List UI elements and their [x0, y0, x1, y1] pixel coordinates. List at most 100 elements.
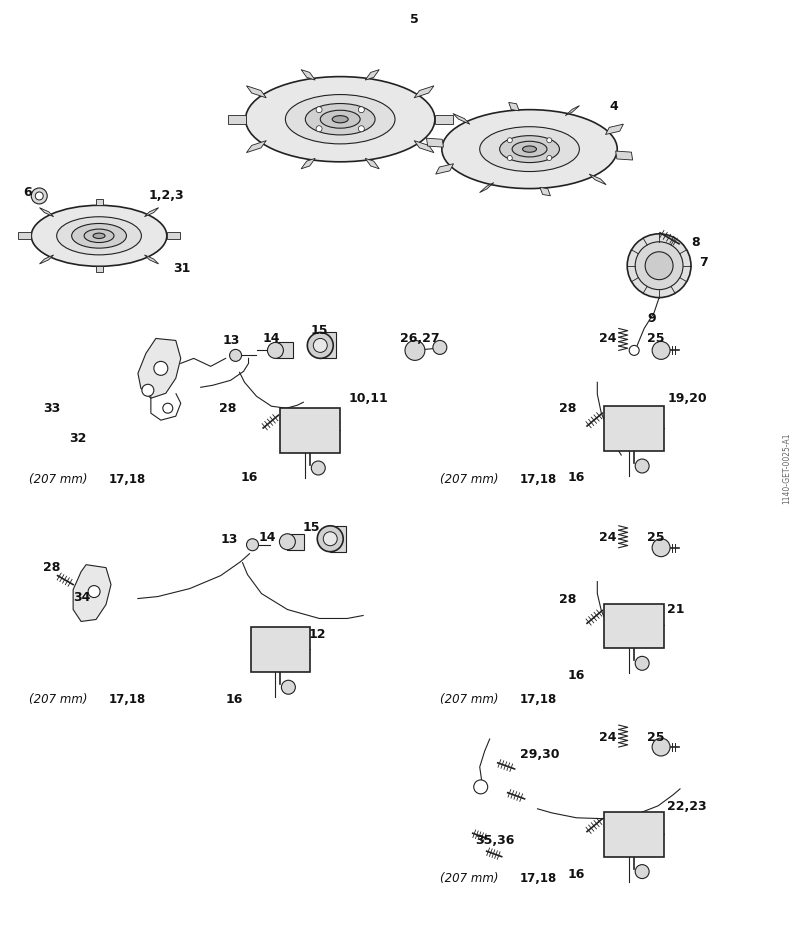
Circle shape [163, 403, 173, 413]
Polygon shape [606, 124, 623, 135]
Polygon shape [39, 255, 54, 264]
Circle shape [630, 345, 639, 356]
Circle shape [267, 343, 283, 358]
Bar [604, 406, 664, 451]
Circle shape [314, 339, 327, 352]
Polygon shape [566, 106, 579, 116]
Text: 17,18: 17,18 [109, 693, 146, 706]
Text: (207 mm): (207 mm) [440, 474, 502, 487]
Text: 9: 9 [647, 312, 656, 325]
Polygon shape [138, 339, 181, 398]
Text: (207 mm): (207 mm) [440, 693, 502, 706]
Circle shape [246, 539, 258, 550]
Polygon shape [145, 255, 158, 264]
Text: 33: 33 [43, 402, 61, 415]
Polygon shape [414, 86, 434, 97]
Text: 15: 15 [310, 324, 328, 337]
Text: 6: 6 [23, 186, 32, 199]
Polygon shape [228, 115, 246, 124]
Circle shape [316, 125, 322, 132]
Circle shape [635, 865, 649, 879]
Polygon shape [540, 187, 550, 196]
Circle shape [635, 241, 683, 289]
Bar [250, 627, 310, 672]
Text: 17,18: 17,18 [109, 474, 146, 487]
Text: 16: 16 [567, 868, 585, 881]
Text: 24: 24 [599, 532, 617, 544]
Bar [604, 812, 664, 856]
Text: 12: 12 [308, 628, 326, 641]
Polygon shape [39, 208, 54, 217]
Ellipse shape [72, 224, 126, 248]
Circle shape [546, 138, 552, 142]
Ellipse shape [522, 146, 537, 153]
Text: 31: 31 [173, 262, 190, 275]
Polygon shape [145, 208, 158, 217]
Text: 29,30: 29,30 [519, 748, 559, 761]
Text: 25: 25 [647, 532, 665, 544]
Bar [281, 408, 340, 453]
Text: 24: 24 [599, 731, 617, 743]
Circle shape [279, 534, 295, 549]
Ellipse shape [246, 77, 435, 162]
Ellipse shape [320, 110, 360, 128]
Ellipse shape [512, 141, 547, 157]
Polygon shape [95, 199, 102, 205]
Circle shape [652, 739, 670, 756]
Circle shape [358, 107, 364, 112]
Text: 16: 16 [241, 472, 258, 485]
Text: 28: 28 [218, 402, 236, 415]
Ellipse shape [306, 104, 375, 135]
Text: 14: 14 [262, 332, 280, 345]
Polygon shape [616, 151, 633, 160]
Text: 26,27: 26,27 [400, 332, 440, 345]
Bar [287, 534, 304, 549]
Ellipse shape [31, 205, 167, 267]
Text: 24: 24 [599, 332, 617, 345]
Polygon shape [435, 115, 453, 124]
Bar [330, 526, 346, 551]
Circle shape [31, 188, 47, 204]
Circle shape [307, 332, 334, 358]
Polygon shape [246, 140, 266, 153]
Circle shape [627, 234, 691, 298]
Circle shape [635, 656, 649, 670]
Text: 32: 32 [69, 431, 86, 445]
Text: 25: 25 [647, 731, 665, 743]
Polygon shape [365, 158, 379, 168]
Circle shape [230, 349, 242, 361]
Circle shape [318, 526, 343, 551]
Text: 16: 16 [226, 693, 243, 706]
Circle shape [645, 252, 673, 280]
Text: 7: 7 [699, 256, 708, 270]
Text: 28: 28 [43, 562, 61, 574]
Polygon shape [18, 232, 31, 240]
Circle shape [507, 155, 512, 160]
Text: 13: 13 [221, 534, 238, 547]
Circle shape [652, 539, 670, 557]
Circle shape [311, 461, 326, 475]
Polygon shape [426, 139, 443, 147]
Text: 35,36: 35,36 [474, 834, 514, 847]
Text: 5: 5 [410, 13, 418, 26]
Text: (207 mm): (207 mm) [440, 872, 502, 885]
Text: (207 mm): (207 mm) [30, 474, 91, 487]
Text: (207 mm): (207 mm) [30, 693, 91, 706]
Circle shape [546, 155, 552, 160]
Text: 28: 28 [559, 402, 577, 415]
Polygon shape [95, 267, 102, 272]
Text: 21: 21 [667, 603, 685, 616]
Text: 15: 15 [302, 521, 320, 534]
Circle shape [154, 361, 168, 375]
Circle shape [316, 107, 322, 112]
Polygon shape [301, 158, 315, 168]
Text: 17,18: 17,18 [519, 693, 557, 706]
Text: 16: 16 [567, 669, 585, 681]
Text: 17,18: 17,18 [519, 872, 557, 885]
Circle shape [652, 342, 670, 359]
Polygon shape [414, 140, 434, 153]
Text: 8: 8 [691, 236, 700, 249]
Ellipse shape [93, 233, 105, 239]
Text: 28: 28 [559, 593, 577, 606]
Text: 1,2,3: 1,2,3 [149, 189, 185, 202]
